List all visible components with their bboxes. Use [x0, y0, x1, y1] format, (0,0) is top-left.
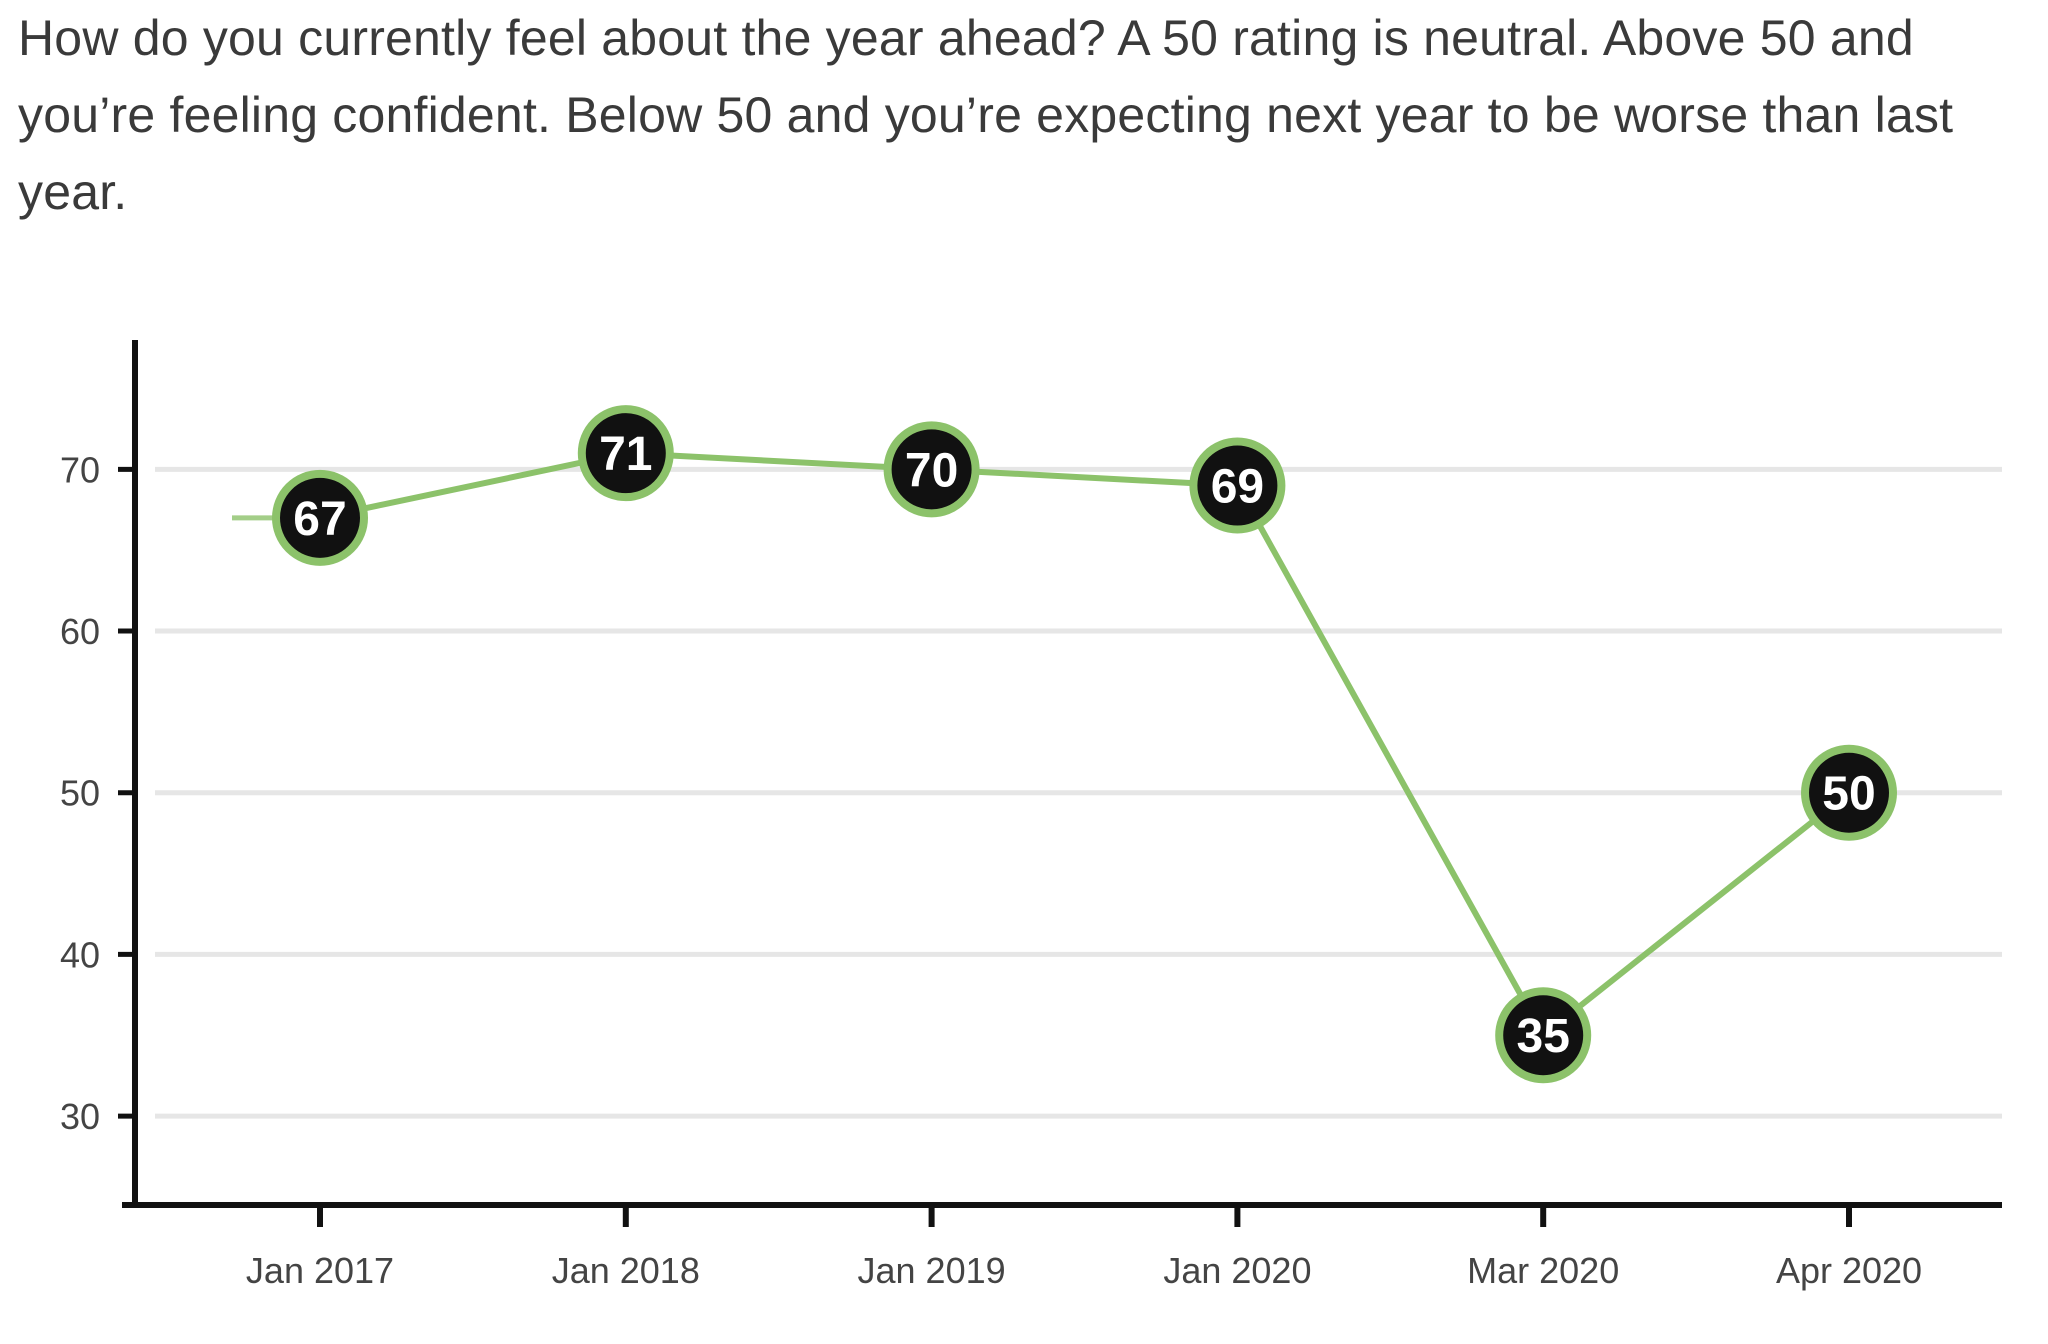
y-tick-label-60: 60	[60, 611, 100, 652]
x-tick-label-2: Jan 2018	[552, 1250, 700, 1291]
x-tick-label-3: Jan 2019	[858, 1250, 1006, 1291]
axes	[122, 340, 2002, 1208]
x-tick-label-6: Apr 2020	[1776, 1250, 1922, 1291]
data-label-3: 70	[905, 444, 958, 497]
data-label-6: 50	[1822, 768, 1875, 821]
series-line-group	[232, 450, 1851, 1039]
data-label-5: 35	[1517, 1010, 1570, 1063]
x-tick-label-1: Jan 2017	[246, 1250, 394, 1291]
x-tick-label-5: Mar 2020	[1467, 1250, 1619, 1291]
data-point-3	[883, 421, 980, 518]
data-label-2: 71	[599, 428, 652, 481]
series-line	[319, 450, 1851, 1039]
y-tick-label-70: 70	[60, 449, 100, 490]
y-axis-ticks: 30 40 50 60 70	[60, 449, 135, 1137]
y-tick-label-50: 50	[60, 773, 100, 814]
x-tick-label-4: Jan 2020	[1163, 1250, 1311, 1291]
data-point-5	[1495, 987, 1592, 1084]
gridlines	[155, 466, 2002, 1119]
data-point-1	[272, 469, 368, 566]
data-point-2	[577, 405, 674, 502]
data-point-6	[1801, 744, 1897, 841]
data-markers: 67 71 70 69 35 50	[272, 405, 1897, 1084]
y-tick-label-40: 40	[60, 934, 100, 975]
x-axis-ticks: Jan 2017 Jan 2018 Jan 2019 Jan 2020 Mar 2020…	[246, 1205, 1922, 1291]
data-point-4	[1189, 437, 1286, 534]
y-tick-label-30: 30	[60, 1096, 100, 1137]
chart-intro-text: How do you currently feel about the year…	[18, 10, 1954, 220]
data-label-1: 67	[293, 493, 346, 546]
data-label-4: 69	[1211, 461, 1264, 514]
